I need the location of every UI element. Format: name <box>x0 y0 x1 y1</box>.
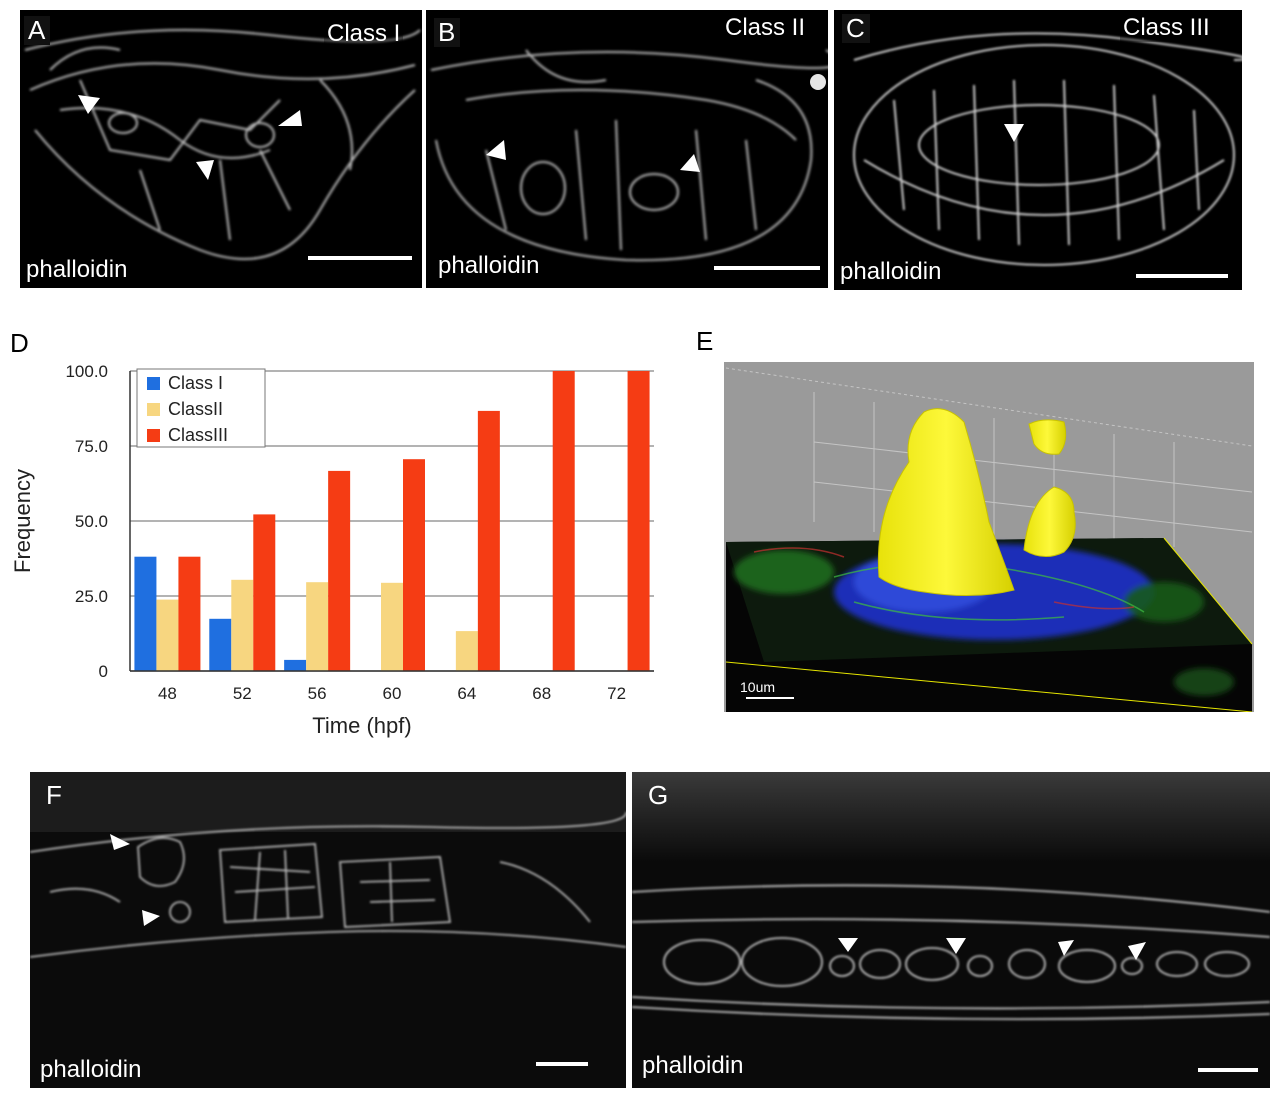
chart-bars <box>134 371 650 671</box>
legend-swatch <box>147 403 160 416</box>
bar-classiii <box>178 556 201 671</box>
stain-label-b: phalloidin <box>438 252 540 279</box>
arrowhead-icon <box>486 140 506 160</box>
x-tick-label: 72 <box>607 684 626 703</box>
panel-c-image: C Class III phalloidin <box>834 10 1242 290</box>
x-tick-label: 60 <box>383 684 402 703</box>
panel-e-3d-render: 10um <box>724 362 1254 712</box>
x-tick-label: 64 <box>457 684 476 703</box>
panel-letter-a: A <box>24 16 51 45</box>
scale-label-e: 10um <box>740 679 776 695</box>
x-tick-label: 68 <box>532 684 551 703</box>
panel-f-micrograph <box>30 772 626 958</box>
panel-a-micrograph <box>24 29 421 260</box>
arrowhead-icon <box>946 938 966 954</box>
class-label-c: Class III <box>1120 14 1213 42</box>
panel-letter-d: D <box>10 328 29 358</box>
panel-f-image: F phalloidin <box>30 772 626 1088</box>
bar-classiii <box>552 371 575 671</box>
scale-bar-e <box>746 697 794 699</box>
panel-c-micrograph <box>853 32 1242 266</box>
arrowhead-icon <box>680 154 700 172</box>
arrowhead-icon <box>1004 124 1024 142</box>
scale-bar-a <box>308 256 412 260</box>
panel-a-image: A Class I phalloidin <box>20 10 422 288</box>
stain-label-a: phalloidin <box>26 256 128 283</box>
bar-class-i <box>284 659 307 671</box>
y-tick-label: 75.0 <box>75 437 108 456</box>
panel-letter-g: G <box>648 780 669 810</box>
y-axis-label: Frequency <box>10 469 35 573</box>
bar-classiii <box>403 459 425 671</box>
bar-classiii <box>477 410 500 671</box>
panel-g-micrograph <box>632 772 1270 1021</box>
chart-tick-labels: 0 25.0 50.0 75.0 100.0 48 52 56 60 64 68 72 <box>65 362 626 703</box>
class-label-b: Class II <box>722 14 809 42</box>
x-axis-label: Time (hpf) <box>312 713 411 738</box>
arrowhead-icon <box>278 110 302 126</box>
bar-classii <box>455 631 478 671</box>
y-tick-label: 100.0 <box>65 362 108 381</box>
arrowhead-icon <box>1128 942 1146 960</box>
bar-classiii <box>253 514 276 671</box>
panel-letter-b: B <box>434 18 461 47</box>
scale-bar-f <box>536 1062 588 1066</box>
panel-letter-c: C <box>842 14 870 43</box>
panel-g-image: G phalloidin <box>632 772 1270 1088</box>
scale-bar-g <box>1198 1068 1258 1072</box>
bar-classii <box>381 582 403 671</box>
arrowhead-icon <box>78 95 100 114</box>
stain-label-f: phalloidin <box>40 1056 142 1083</box>
arrowhead-icon <box>1058 940 1074 956</box>
bar-classii <box>156 599 179 671</box>
bar-classii <box>231 579 254 671</box>
x-tick-label: 56 <box>308 684 327 703</box>
arrowhead-icon <box>838 938 858 952</box>
y-tick-label: 50.0 <box>75 512 108 531</box>
panel-letter-e: E <box>696 326 714 356</box>
x-tick-label: 48 <box>158 684 177 703</box>
bar-classiii <box>627 371 650 671</box>
legend-label: ClassIII <box>168 425 228 445</box>
stain-label-g: phalloidin <box>642 1052 744 1079</box>
legend-label: Class I <box>168 373 223 393</box>
legend-swatch <box>147 429 160 442</box>
x-tick-label: 52 <box>233 684 252 703</box>
bar-classii <box>306 582 329 671</box>
arrowhead-icon <box>196 160 214 180</box>
panel-letter-f: F <box>46 780 62 810</box>
chart-legend: Class I ClassII ClassIII <box>136 368 266 448</box>
frequency-bar-chart: 0 25.0 50.0 75.0 100.0 48 52 56 60 64 68 72 Class I… <box>10 362 654 738</box>
panel-b-image: B Class II phalloidin <box>426 10 828 288</box>
scale-bar-b <box>714 266 820 270</box>
arrowhead-icon <box>110 834 130 850</box>
class-label-a: Class I <box>324 20 404 48</box>
legend-label: ClassII <box>168 399 223 419</box>
arrowhead-icon <box>142 910 160 926</box>
scale-bar-c <box>1136 274 1228 278</box>
panel-e-render <box>725 367 1253 712</box>
y-tick-label: 0 <box>99 662 108 681</box>
panel-b-micrograph <box>430 49 828 262</box>
chart-axes <box>129 371 654 672</box>
bar-class-i <box>209 618 232 671</box>
y-tick-label: 25.0 <box>75 587 108 606</box>
legend-swatch <box>147 377 160 390</box>
bar-classiii <box>328 470 351 671</box>
stain-label-c: phalloidin <box>840 258 942 285</box>
bar-class-i <box>134 556 157 671</box>
